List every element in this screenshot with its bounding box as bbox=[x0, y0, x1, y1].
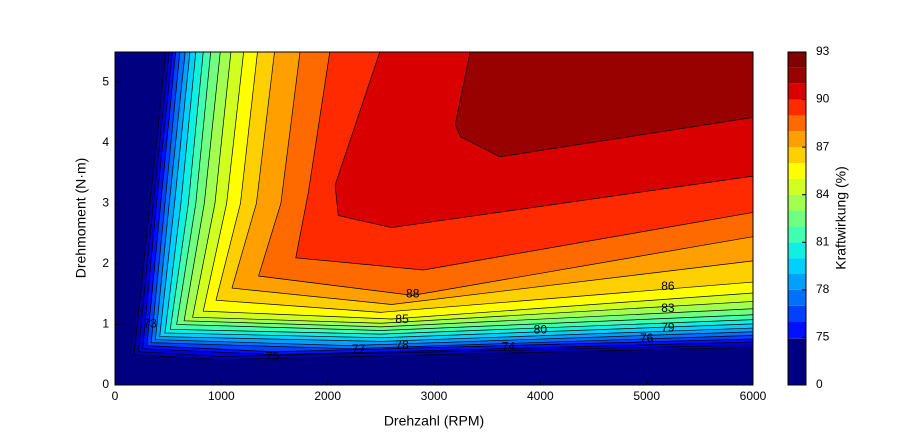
y-tick-label: 5 bbox=[102, 74, 109, 88]
contour-label: 85 bbox=[395, 312, 409, 326]
contour-label: 78 bbox=[395, 338, 409, 352]
contour-line bbox=[133, 52, 753, 360]
contour-line bbox=[169, 52, 753, 335]
colorbar-tick-label: 87 bbox=[816, 139, 830, 153]
colorbar-band bbox=[788, 67, 806, 84]
contour-line bbox=[142, 52, 753, 356]
colorbar-tick-label: 0 bbox=[816, 377, 823, 391]
colorbar-band bbox=[788, 289, 806, 306]
contour-line bbox=[334, 52, 753, 228]
x-tick-label: 3000 bbox=[421, 389, 448, 403]
y-tick-label: 1 bbox=[102, 317, 109, 331]
x-tick-label: 6000 bbox=[740, 389, 767, 403]
contour-line bbox=[454, 52, 753, 158]
y-tick-label: 4 bbox=[102, 135, 109, 149]
colorbar-tick-label: 93 bbox=[816, 44, 830, 58]
colorbar-band bbox=[788, 321, 806, 338]
y-tick-label: 0 bbox=[102, 377, 109, 391]
contour-label: 83 bbox=[661, 301, 675, 315]
colorbar-band bbox=[788, 210, 806, 227]
colorbar-band bbox=[788, 194, 806, 211]
colorbar-band bbox=[788, 338, 806, 385]
contour-line bbox=[164, 52, 753, 339]
x-tick-label: 1000 bbox=[208, 389, 235, 403]
contour-label: 77 bbox=[352, 342, 366, 356]
contour-line bbox=[231, 52, 753, 305]
colorbar-band bbox=[788, 163, 806, 179]
contour-line bbox=[138, 52, 753, 357]
colorbar-band bbox=[788, 83, 806, 100]
contour-label: 88 bbox=[406, 286, 420, 300]
x-axis-label: Drehzahl (RPM) bbox=[384, 413, 484, 429]
contour-label: 79 bbox=[661, 320, 675, 334]
contour-line bbox=[202, 52, 753, 320]
contour-label: 74 bbox=[502, 340, 516, 354]
colorbar-band bbox=[788, 258, 806, 274]
y-tick-label: 2 bbox=[102, 256, 109, 270]
contour-line bbox=[192, 52, 753, 324]
plot-area: 88 85 78 77 75 74 80 76 79 83 86 73 bbox=[115, 52, 753, 385]
colorbar-band bbox=[788, 147, 806, 163]
contour-line bbox=[295, 52, 753, 271]
x-tick-label: 4000 bbox=[527, 389, 554, 403]
colorbar-frame bbox=[787, 51, 807, 386]
contour-label: 80 bbox=[534, 323, 548, 337]
colorbar-tick-label: 78 bbox=[816, 282, 830, 296]
colorbar-band bbox=[788, 226, 806, 243]
colorbar-band bbox=[788, 274, 806, 290]
contour-line bbox=[183, 52, 753, 328]
colorbar-band bbox=[788, 178, 806, 195]
colorbar-tick-label: 75 bbox=[816, 330, 830, 344]
x-tick-label: 5000 bbox=[633, 389, 660, 403]
colorbar-tick-label: 81 bbox=[816, 234, 830, 248]
colorbar-band bbox=[788, 115, 806, 132]
contour-line bbox=[215, 52, 753, 313]
colorbar-tick-label: 84 bbox=[816, 187, 830, 201]
x-tick-label: 2000 bbox=[314, 389, 341, 403]
colorbar-band bbox=[788, 305, 806, 322]
y-axis-label: Drehmoment (N·m) bbox=[73, 158, 89, 279]
contour-label: 76 bbox=[640, 331, 654, 345]
contour-label: 73 bbox=[143, 317, 157, 331]
contour-line bbox=[159, 52, 753, 342]
colorbar-band bbox=[788, 242, 806, 259]
contour-line bbox=[155, 52, 753, 346]
colorbar-tick-label: 90 bbox=[816, 92, 830, 106]
colorbar-label: Kraftwirkung (%) bbox=[833, 166, 849, 269]
contour-line bbox=[146, 52, 753, 353]
contour-label: 75 bbox=[266, 349, 280, 363]
contour-line bbox=[150, 52, 753, 350]
colorbar-band bbox=[788, 99, 806, 116]
y-tick-label: 3 bbox=[102, 196, 109, 210]
contour-line bbox=[258, 52, 753, 296]
colorbar-band bbox=[788, 338, 806, 339]
contour-line bbox=[176, 52, 753, 331]
colorbar-band bbox=[788, 337, 806, 339]
contour-label: 86 bbox=[661, 279, 675, 293]
colorbar-band bbox=[788, 52, 806, 68]
colorbar-band bbox=[788, 131, 806, 148]
contour-region bbox=[455, 52, 753, 157]
x-tick-label: 0 bbox=[112, 389, 119, 403]
